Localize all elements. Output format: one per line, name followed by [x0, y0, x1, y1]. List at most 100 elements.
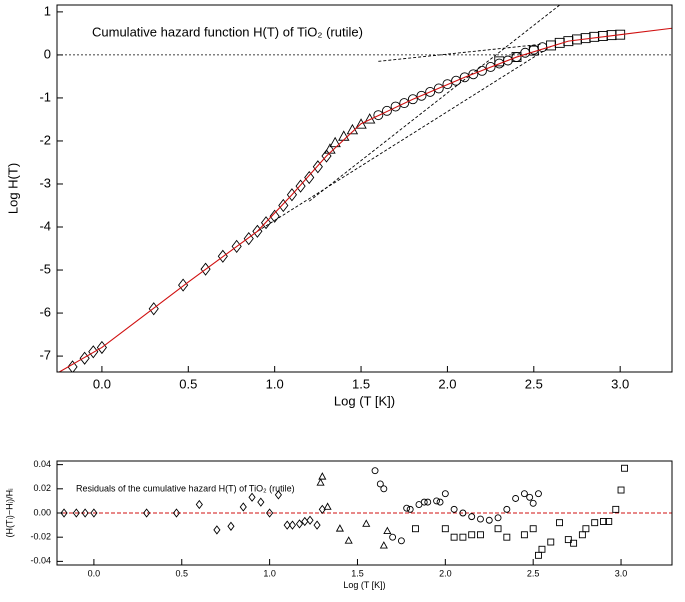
- y-tick-label: 0.00: [33, 507, 51, 517]
- marker: [257, 497, 265, 507]
- marker: [512, 495, 520, 502]
- marker: [520, 531, 528, 539]
- marker: [324, 143, 336, 154]
- marker: [243, 232, 254, 246]
- marker: [260, 216, 272, 230]
- marker: [424, 498, 432, 506]
- marker: [88, 345, 99, 359]
- y-tick-label: 0.02: [33, 483, 51, 493]
- marker: [312, 160, 323, 174]
- marker: [433, 497, 440, 505]
- marker: [591, 519, 599, 527]
- marker: [556, 519, 563, 527]
- y-tick-label: 0.04: [33, 459, 51, 469]
- y-tick-label: 1: [44, 3, 51, 18]
- x-axis-label: Log (T [K]): [334, 393, 395, 408]
- marker: [335, 524, 344, 532]
- marker: [295, 179, 306, 193]
- x-tick-label: 2.5: [525, 376, 543, 391]
- marker: [390, 101, 401, 112]
- marker: [605, 518, 613, 525]
- marker: [412, 525, 419, 533]
- marker: [313, 520, 321, 530]
- marker: [538, 545, 546, 553]
- marker: [535, 551, 542, 559]
- y-tick-label: -2: [39, 132, 51, 147]
- marker: [288, 520, 297, 530]
- y-tick-label: -1: [39, 89, 51, 104]
- marker: [433, 83, 444, 94]
- marker: [615, 29, 626, 40]
- marker: [578, 531, 586, 539]
- marker: [459, 509, 467, 517]
- asymptote-line: [378, 43, 543, 62]
- y-tick-label: -4: [39, 218, 51, 233]
- x-tick-label: 1.5: [352, 376, 370, 391]
- marker: [274, 490, 282, 500]
- marker: [252, 224, 263, 238]
- marker: [90, 508, 98, 518]
- marker: [373, 110, 384, 121]
- marker: [451, 75, 462, 86]
- y-axis-label: Log H(T): [5, 163, 20, 214]
- marker: [511, 52, 522, 63]
- marker: [520, 490, 528, 498]
- marker: [278, 198, 289, 213]
- x-axis-label: Log (T [K]): [343, 580, 385, 590]
- marker: [406, 505, 414, 513]
- marker: [178, 278, 189, 292]
- fit-line: [58, 27, 672, 372]
- y-tick-label: -5: [39, 261, 51, 276]
- marker: [621, 464, 629, 472]
- marker: [485, 516, 493, 524]
- marker: [612, 505, 620, 513]
- asymptote-line: [257, 45, 552, 232]
- marker: [81, 508, 89, 518]
- x-tick-label: 0.0: [93, 376, 111, 391]
- marker: [494, 514, 502, 522]
- y-tick-label: -3: [39, 175, 51, 190]
- marker: [371, 467, 379, 475]
- marker: [441, 525, 449, 533]
- marker: [582, 525, 590, 533]
- y-tick-label: 0: [44, 46, 51, 61]
- marker: [323, 502, 332, 510]
- marker: [570, 539, 578, 547]
- panel: 0.0 0.5 1.0 1.5 2.0 2.5 3.0 -7 -6 -5 -4 -3 -2 -1 0 1 Log…: [5, 3, 673, 408]
- marker: [67, 360, 78, 372]
- marker: [436, 498, 444, 506]
- marker: [441, 490, 449, 498]
- marker: [380, 485, 388, 493]
- marker: [344, 536, 353, 544]
- y-tick-label: -0.02: [30, 532, 51, 542]
- marker: [213, 525, 221, 535]
- marker: [535, 490, 542, 498]
- x-tick-label: 0.0: [88, 568, 101, 578]
- x-tick-label: 2.5: [527, 568, 540, 578]
- x-tick-label: 1.5: [351, 568, 364, 578]
- marker: [564, 536, 572, 544]
- marker: [379, 541, 388, 549]
- asymptote-line: [308, 5, 560, 202]
- marker: [195, 499, 203, 510]
- marker: [600, 518, 607, 525]
- marker: [306, 515, 314, 525]
- marker: [494, 525, 502, 533]
- marker: [459, 72, 470, 83]
- y-tick-label: -6: [39, 304, 51, 319]
- marker: [148, 302, 159, 316]
- marker: [403, 504, 411, 512]
- marker: [362, 519, 371, 527]
- marker: [248, 492, 256, 502]
- marker: [617, 486, 625, 494]
- x-tick-label: 2.0: [438, 376, 456, 391]
- marker: [468, 69, 479, 80]
- chart-title: Cumulative hazard function H(T) of TiO₂ …: [92, 24, 363, 39]
- panel: 0.0 0.5 1.0 1.5 2.0 2.5 3.0 0.04 0.02 0.00 -0.02 -0…: [4, 459, 673, 590]
- marker: [503, 533, 511, 541]
- marker: [399, 98, 410, 109]
- marker: [477, 65, 487, 76]
- marker: [468, 531, 476, 539]
- marker: [485, 62, 496, 72]
